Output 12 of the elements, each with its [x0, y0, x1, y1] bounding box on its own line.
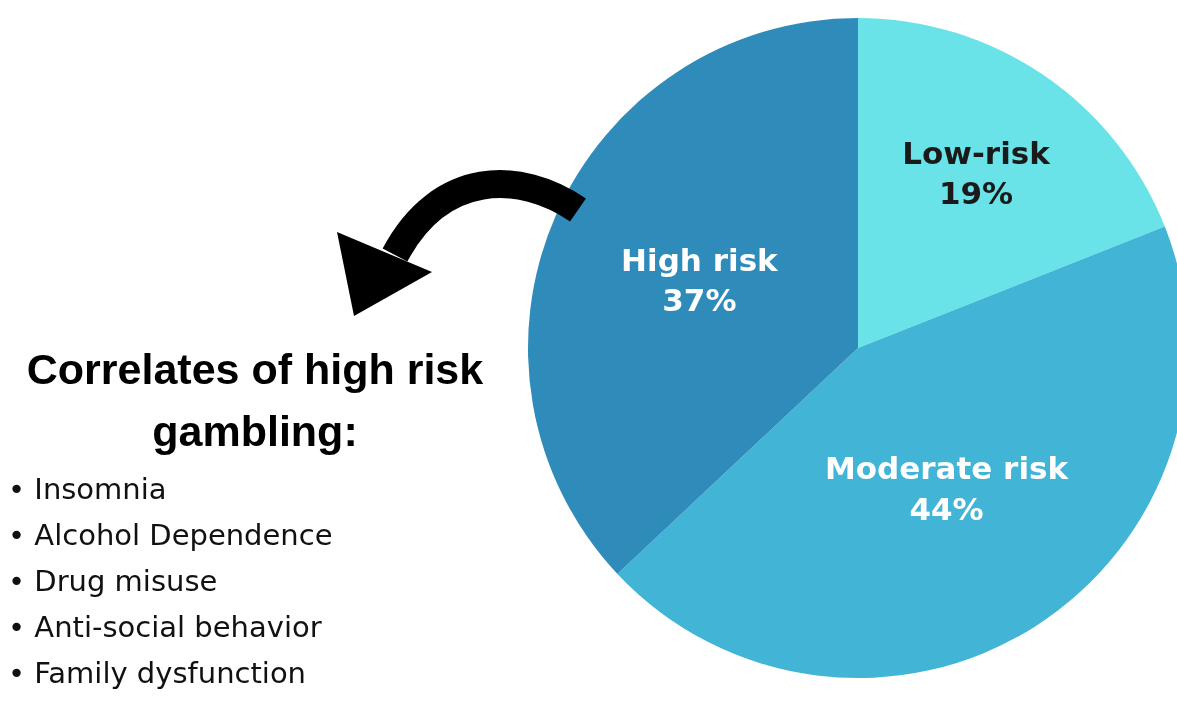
text: • Alcohol Dependence [8, 517, 333, 554]
slice-label: Low-risk [902, 135, 1052, 172]
text: • Drug misuse [8, 563, 219, 600]
data-label: 37% [662, 281, 737, 318]
slice-label: High risk [621, 241, 780, 278]
text: • Anti-social behavior [8, 609, 323, 646]
slice-label: Moderate risk [824, 450, 1070, 487]
data-label: 44% [909, 490, 984, 527]
text: • Insomnia [8, 471, 168, 508]
data-label: 19% [938, 175, 1014, 212]
text: • Family dysfunction [8, 655, 307, 692]
text: Correlates of high risk gambling: [25, 344, 485, 457]
